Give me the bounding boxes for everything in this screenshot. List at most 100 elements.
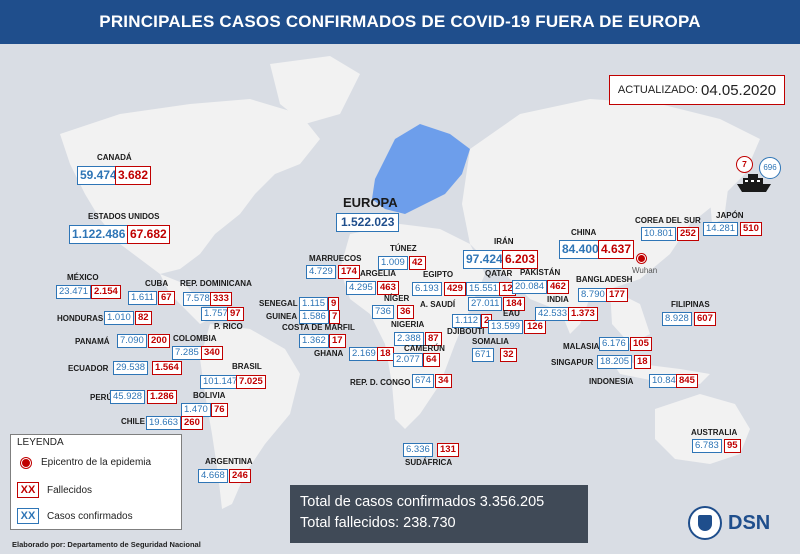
country-label-prico: P. RICO <box>214 322 243 331</box>
deaths-bolivia: 76 <box>211 403 228 417</box>
deaths-argelia: 463 <box>377 281 399 295</box>
europa-label: EUROPA <box>343 195 398 210</box>
country-label-filipinas: FILIPINAS <box>671 300 710 309</box>
updated-date: 04.05.2020 <box>701 81 777 99</box>
confirmed-guinea: 1.586 <box>299 310 329 324</box>
confirmed-ecuador: 29.538 <box>113 361 149 375</box>
country-label-pakistan: PAKISTÁN <box>520 268 561 277</box>
country-label-corea: COREA DEL SUR <box>635 216 701 225</box>
confirmed-canada: 59.474 <box>77 166 120 185</box>
deaths-panama: 200 <box>148 334 170 348</box>
deaths-india: 1.373 <box>568 307 598 321</box>
confirmed-argentina: 4.668 <box>198 469 228 483</box>
confirmed-panama: 7.090 <box>117 334 147 348</box>
footer-credit: Elaborado por: Departamento de Seguridad… <box>12 540 201 549</box>
country-label-bangladesh: BANGLADESH <box>576 275 633 284</box>
confirmed-cuba: 1.611 <box>128 291 158 305</box>
totals-panel: Total de casos confirmados 3.356.205 Tot… <box>290 485 588 543</box>
confirmed-argelia: 4.295 <box>346 281 376 295</box>
deaths-eau: 126 <box>524 320 546 334</box>
confirmed-bolivia: 1.470 <box>181 403 211 417</box>
deaths-usa: 67.682 <box>127 225 170 244</box>
country-label-argentina: ARGENTINA <box>205 457 253 466</box>
deaths-ecuador: 1.564 <box>152 361 182 375</box>
confirmed-costamarfil: 1.362 <box>299 334 329 348</box>
country-label-eau: EAU <box>503 309 520 318</box>
country-label-indonesia: INDONESIA <box>589 377 634 386</box>
legend-epicenter-label: Epicentro de la epidemia <box>41 457 152 468</box>
country-label-india: INDIA <box>547 295 569 304</box>
confirmed-arabia: 27.011 <box>468 297 503 311</box>
confirmed-brasil: 101.147 <box>200 375 241 389</box>
confirmed-malasia: 6.176 <box>599 337 629 351</box>
legend-confirmed-swatch: XX <box>17 508 39 524</box>
country-label-arabia: A. SAUDÍ <box>420 300 456 309</box>
confirmed-india: 42.533 <box>535 307 571 321</box>
confirmed-egipto: 6.193 <box>412 282 442 296</box>
country-label-china: CHINA <box>571 228 597 237</box>
country-label-bolivia: BOLIVIA <box>193 391 226 400</box>
confirmed-colombia: 7.285 <box>172 346 202 360</box>
country-label-ghana: GHANA <box>314 349 344 358</box>
confirmed-marruecos: 4.729 <box>306 265 336 279</box>
confirmed-nigeria: 2.388 <box>394 332 424 346</box>
deaths-canada: 3.682 <box>115 166 152 185</box>
deaths-pakistan: 462 <box>547 280 569 294</box>
total-confirmed: Total de casos confirmados 3.356.205 <box>300 494 545 510</box>
country-label-repdom: REP. DOMINICANA <box>180 279 252 288</box>
confirmed-senegal: 1.115 <box>299 297 329 311</box>
country-label-singapur: SINGAPUR <box>551 358 594 367</box>
confirmed-china: 84.400 <box>559 240 602 259</box>
country-label-australia: AUSTRALIA <box>691 428 738 437</box>
deaths-corea: 252 <box>677 227 699 241</box>
legend-confirmed-label: Casos confirmados <box>47 510 133 522</box>
seal-icon <box>688 506 722 540</box>
deaths-arabia: 184 <box>503 297 525 311</box>
confirmed-repdom: 7.578 <box>183 292 213 306</box>
country-label-qatar: QATAR <box>485 269 513 278</box>
confirmed-chile: 19.663 <box>146 416 182 430</box>
country-label-honduras: HONDURAS <box>57 314 104 323</box>
confirmed-japon: 14.281 <box>703 222 739 236</box>
country-label-senegal: SENEGAL <box>259 299 298 308</box>
deaths-marruecos: 174 <box>338 265 360 279</box>
deaths-guinea: 7 <box>329 310 341 324</box>
cruise-ship-icon <box>737 174 771 192</box>
deaths-china: 4.637 <box>598 240 635 259</box>
confirmed-honduras: 1.010 <box>104 311 134 325</box>
country-label-argelia: ARGELIA <box>360 269 396 278</box>
confirmed-singapur: 18.205 <box>597 355 633 369</box>
confirmed-bangladesh: 8.790 <box>578 288 608 302</box>
legend: LEYENDA Epicentro de la epidemia XX Fall… <box>10 434 182 530</box>
deaths-senegal: 9 <box>328 297 340 311</box>
deaths-chile: 260 <box>181 416 203 430</box>
epicenter-marker <box>637 254 646 263</box>
confirmed-filipinas: 8.928 <box>662 312 692 326</box>
epicenter-label: Wuhan <box>632 266 658 275</box>
country-label-camerun: CAMERÚN <box>404 344 445 353</box>
country-label-usa: ESTADOS UNIDOS <box>88 212 160 221</box>
southeast-asia-shape <box>610 289 650 344</box>
country-label-malasia: MALASIA <box>563 342 600 351</box>
confirmed-pakistan: 20.084 <box>512 280 548 294</box>
deaths-brasil: 7.025 <box>236 375 266 389</box>
legend-deaths-row: XX Fallecidos <box>17 482 92 498</box>
deaths-egipto: 429 <box>444 282 466 296</box>
deaths-australia: 95 <box>724 439 741 453</box>
country-label-somalia: SOMALIA <box>472 337 509 346</box>
country-label-chile: CHILE <box>121 417 145 426</box>
deaths-somalia: 32 <box>500 348 517 362</box>
legend-title: LEYENDA <box>17 437 64 448</box>
deaths-singapur: 18 <box>634 355 651 369</box>
country-label-japon: JAPÓN <box>716 211 744 220</box>
updated-badge: ACTUALIZADO: 04.05.2020 <box>609 75 785 105</box>
north-america-shape <box>60 99 320 274</box>
europe-shape <box>372 124 470 214</box>
country-label-marruecos: MARRUECOS <box>309 254 362 263</box>
confirmed-australia: 6.783 <box>692 439 722 453</box>
confirmed-djibouti: 1.112 <box>452 314 482 328</box>
country-label-cuba: CUBA <box>145 279 169 288</box>
deaths-niger: 36 <box>397 305 414 319</box>
deaths-peru: 1.286 <box>147 390 177 404</box>
deaths-repdom: 333 <box>210 292 232 306</box>
